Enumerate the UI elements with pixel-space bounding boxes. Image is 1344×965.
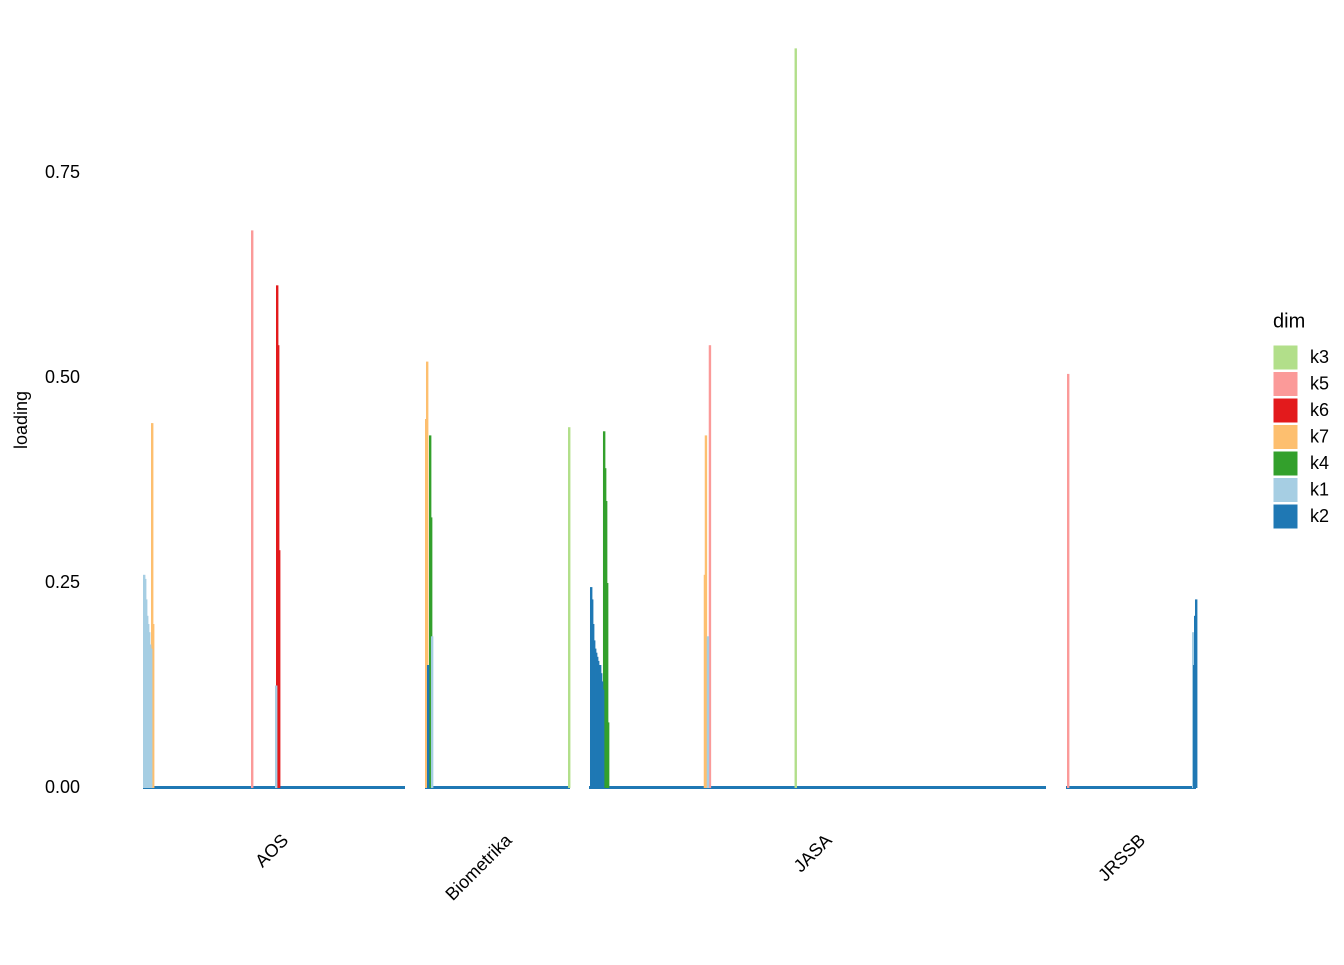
- legend-label: k4: [1310, 453, 1329, 473]
- bar: [151, 423, 154, 788]
- bar: [1195, 599, 1198, 788]
- legend-label: k2: [1310, 506, 1329, 526]
- bar: [275, 685, 278, 788]
- x-tick-label: AOS: [251, 830, 292, 871]
- legend-label: k1: [1310, 479, 1329, 499]
- legend-label: k6: [1310, 400, 1329, 420]
- bar: [601, 689, 605, 788]
- bar: [708, 345, 712, 788]
- legend-title: dim: [1273, 310, 1305, 332]
- bar: [706, 636, 710, 788]
- legend-key: [1272, 450, 1299, 477]
- bar: [1067, 373, 1070, 788]
- x-tick-label: JRSSB: [1094, 830, 1149, 885]
- legend-key: [1272, 477, 1299, 503]
- bar: [426, 665, 430, 788]
- bar: [704, 435, 708, 788]
- bar: [152, 624, 155, 788]
- y-tick-label: 0.25: [45, 572, 80, 592]
- legend-key: [1272, 371, 1299, 397]
- facet-baseline: [425, 786, 570, 789]
- bar: [251, 230, 254, 788]
- x-tick-label: Biometrika: [441, 829, 516, 904]
- x-tick-label: JASA: [790, 830, 836, 876]
- legend-label: k5: [1310, 373, 1329, 393]
- legend-key: [1272, 503, 1299, 530]
- legend-key: [1272, 344, 1299, 371]
- legend-key: [1272, 424, 1299, 450]
- legend-label: k3: [1310, 347, 1329, 367]
- facet-baseline: [1066, 786, 1196, 789]
- legend-key: [1272, 397, 1299, 424]
- y-tick-label: 0.75: [45, 162, 80, 182]
- facet-baseline: [143, 786, 405, 789]
- bar: [606, 722, 610, 788]
- y-tick-label: 0.50: [45, 367, 80, 387]
- bar: [425, 361, 429, 788]
- bar: [568, 427, 571, 788]
- y-axis-label: loading: [11, 391, 31, 449]
- bar: [150, 648, 153, 788]
- bar: [430, 636, 434, 788]
- legend-label: k7: [1310, 426, 1329, 446]
- bar: [278, 550, 281, 788]
- bar: [605, 583, 609, 788]
- bar: [794, 48, 797, 789]
- facet-baseline: [589, 786, 1046, 789]
- y-tick-label: 0.00: [45, 777, 80, 797]
